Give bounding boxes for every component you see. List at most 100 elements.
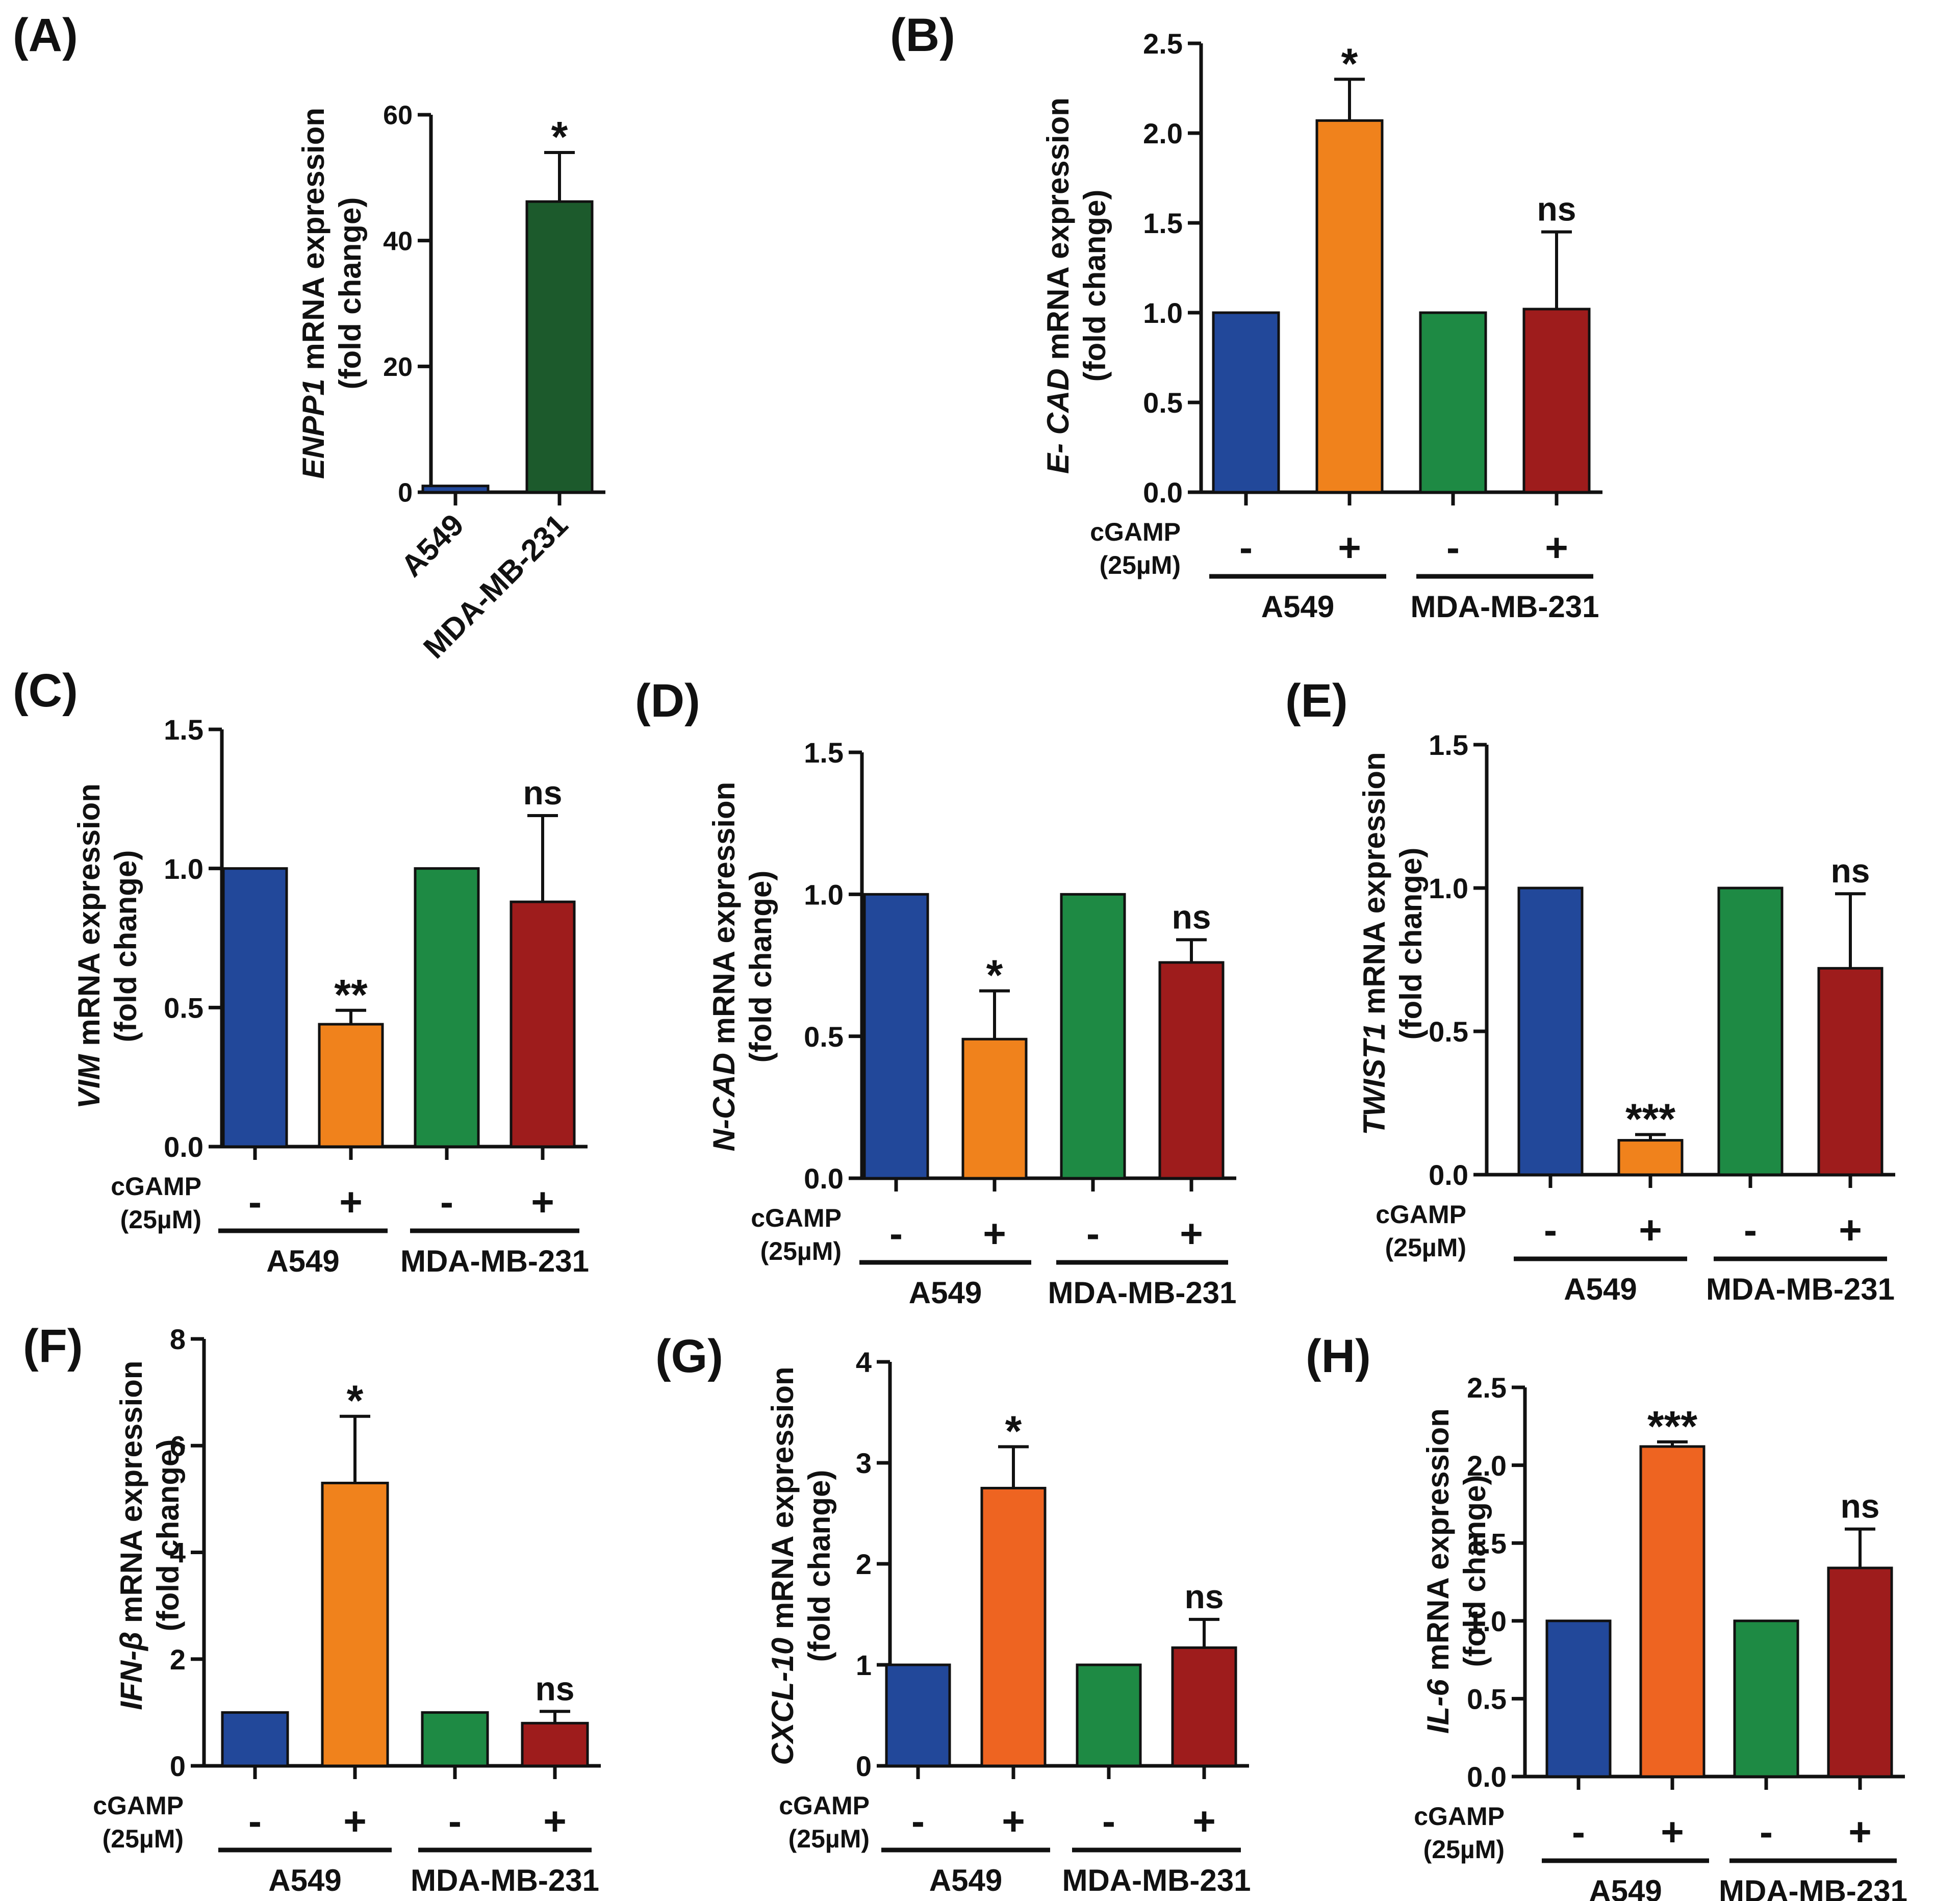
panel-d: (D) 0.0 0.5 1.0 1.5 N-CAD mRNA expression (fol… bbox=[635, 675, 1237, 1310]
treatment-sign: + bbox=[1545, 525, 1568, 570]
bar bbox=[1158, 961, 1225, 1180]
y-tick-label: 0.0 bbox=[164, 1131, 203, 1163]
bar bbox=[1212, 311, 1280, 494]
y-axis-title-gene: CXCL-10 bbox=[766, 1638, 800, 1765]
y-tick-label: 2.0 bbox=[1467, 1450, 1507, 1482]
y-axis-title: VIM mRNA expression bbox=[72, 783, 106, 1109]
y-axis-title-text: mRNA expression bbox=[72, 783, 106, 1054]
group-label: A549 bbox=[1564, 1272, 1637, 1306]
group-label: MDA-MB-231 bbox=[400, 1244, 589, 1278]
bar bbox=[1733, 1619, 1799, 1778]
y-tick-label: 1 bbox=[856, 1649, 872, 1681]
treatment-sign: - bbox=[440, 1179, 453, 1224]
y-axis-title: ENPP1 mRNA expression bbox=[296, 108, 330, 479]
y-tick-label: 1.5 bbox=[1429, 729, 1468, 761]
y-axis-title-line2: (fold change) bbox=[1394, 848, 1428, 1040]
significance-label: * bbox=[1341, 39, 1358, 87]
y-axis-title: CXCL-10 mRNA expression bbox=[766, 1366, 800, 1765]
y-axis-title-line2: (fold change) bbox=[109, 850, 143, 1043]
bar bbox=[1517, 886, 1584, 1176]
y-tick-label: 0.5 bbox=[1143, 387, 1183, 419]
bar bbox=[510, 900, 576, 1148]
bar bbox=[1315, 119, 1384, 494]
y-tick-label: 1.0 bbox=[804, 878, 844, 910]
significance-label: ns bbox=[535, 1669, 574, 1707]
y-axis-title-text: mRNA expression bbox=[707, 782, 741, 1053]
bar bbox=[1817, 967, 1883, 1176]
y-axis-title-gene: VIM bbox=[72, 1053, 106, 1109]
bar bbox=[1076, 1663, 1142, 1767]
bar bbox=[318, 1023, 384, 1148]
treatment-sign: - bbox=[1572, 1809, 1585, 1854]
y-axis-title-line2: (fold change) bbox=[1078, 190, 1112, 382]
y-axis-title-line2: (fold change) bbox=[151, 1439, 185, 1632]
y-tick-label: 0.5 bbox=[804, 1021, 844, 1053]
bar bbox=[1419, 311, 1487, 494]
y-tick-label: 0.5 bbox=[164, 992, 203, 1024]
treatment-sign: - bbox=[248, 1798, 262, 1843]
panel-label: (A) bbox=[13, 9, 78, 61]
treatment-sign: + bbox=[1002, 1798, 1025, 1843]
bar bbox=[221, 1711, 289, 1767]
group-label: A549 bbox=[268, 1863, 341, 1897]
y-axis-title-line2: (fold change) bbox=[333, 197, 367, 390]
treatment-label: (25µM) bbox=[788, 1824, 870, 1853]
bar bbox=[1639, 1445, 1706, 1778]
treatment-label: cGAMP bbox=[111, 1172, 201, 1201]
bar bbox=[885, 1663, 951, 1767]
panel-g: (G) 0 1 2 3 4 CXCL-10 mRNA expression (fold cha… bbox=[655, 1330, 1251, 1897]
panel-e: (E) 0.0 0.5 1.0 1.5 TWIST1 mRNA expression (fo… bbox=[1285, 675, 1895, 1306]
group-label: MDA-MB-231 bbox=[1410, 590, 1599, 624]
treatment-sign: + bbox=[1192, 1798, 1216, 1843]
panel-label: (G) bbox=[655, 1330, 723, 1382]
group-label: A549 bbox=[266, 1244, 339, 1278]
significance-label: *** bbox=[1647, 1402, 1697, 1450]
panel-c: (C) 0.0 0.5 1.0 1.5 VIM mRNA expression (fold … bbox=[13, 665, 589, 1278]
y-axis-title: E- CAD mRNA expression bbox=[1041, 97, 1075, 474]
y-tick-label: 0 bbox=[856, 1750, 872, 1782]
y-tick-label: 1.0 bbox=[1467, 1605, 1507, 1637]
treatment-sign: + bbox=[1839, 1207, 1862, 1252]
y-tick-label: 0.0 bbox=[1143, 476, 1183, 509]
y-tick-label: 2.5 bbox=[1467, 1372, 1507, 1404]
significance-label: * bbox=[551, 113, 568, 161]
y-tick-label: 4 bbox=[856, 1346, 872, 1378]
x-category-label: A549 bbox=[394, 508, 470, 584]
group-label: MDA-MB-231 bbox=[1719, 1874, 1907, 1901]
treatment-sign: + bbox=[343, 1798, 367, 1843]
significance-label: *** bbox=[1625, 1095, 1675, 1143]
treatment-sign: + bbox=[339, 1179, 363, 1224]
y-axis-title: IFN-β mRNA expression bbox=[114, 1360, 148, 1710]
treatment-sign: - bbox=[448, 1798, 462, 1843]
significance-label: * bbox=[1005, 1407, 1022, 1455]
y-axis-title-gene: IFN-β bbox=[114, 1632, 148, 1710]
treatment-sign: - bbox=[1760, 1809, 1773, 1854]
treatment-label: (25µM) bbox=[120, 1205, 201, 1234]
bar bbox=[980, 1487, 1047, 1767]
y-axis-title-text: mRNA expression bbox=[1357, 752, 1391, 1023]
treatment-label: (25µM) bbox=[1385, 1233, 1466, 1262]
panel-label: (E) bbox=[1285, 675, 1348, 727]
y-tick-label: 0.5 bbox=[1467, 1683, 1507, 1715]
y-tick-label: 1.5 bbox=[804, 737, 844, 769]
group-label: A549 bbox=[909, 1276, 982, 1310]
treatment-sign: - bbox=[1086, 1211, 1100, 1256]
y-tick-label: 40 bbox=[383, 226, 413, 256]
treatment-sign: + bbox=[1661, 1809, 1684, 1854]
y-tick-label: 2.5 bbox=[1143, 28, 1183, 60]
panel-h: (H) 0.0 0.5 1.0 1.5 2.0 2.5 IL-6 mRNA expressio… bbox=[1306, 1330, 1907, 1901]
significance-label: * bbox=[986, 951, 1003, 999]
y-axis-title-line2: (fold change) bbox=[802, 1470, 836, 1662]
treatment-label: cGAMP bbox=[779, 1791, 870, 1820]
treatment-sign: - bbox=[1102, 1798, 1115, 1843]
group-label: MDA-MB-231 bbox=[1706, 1272, 1895, 1306]
treatment-sign: - bbox=[1446, 525, 1460, 570]
bar bbox=[1171, 1646, 1237, 1767]
group-label: MDA-MB-231 bbox=[1048, 1276, 1236, 1310]
y-tick-label: 1.5 bbox=[1467, 1527, 1507, 1559]
y-axis-title-text: mRNA expression bbox=[296, 108, 330, 378]
significance-label: ns bbox=[1840, 1487, 1879, 1525]
significance-label: ns bbox=[1830, 852, 1870, 890]
bar bbox=[414, 867, 480, 1148]
treatment-label: cGAMP bbox=[1414, 1802, 1505, 1831]
